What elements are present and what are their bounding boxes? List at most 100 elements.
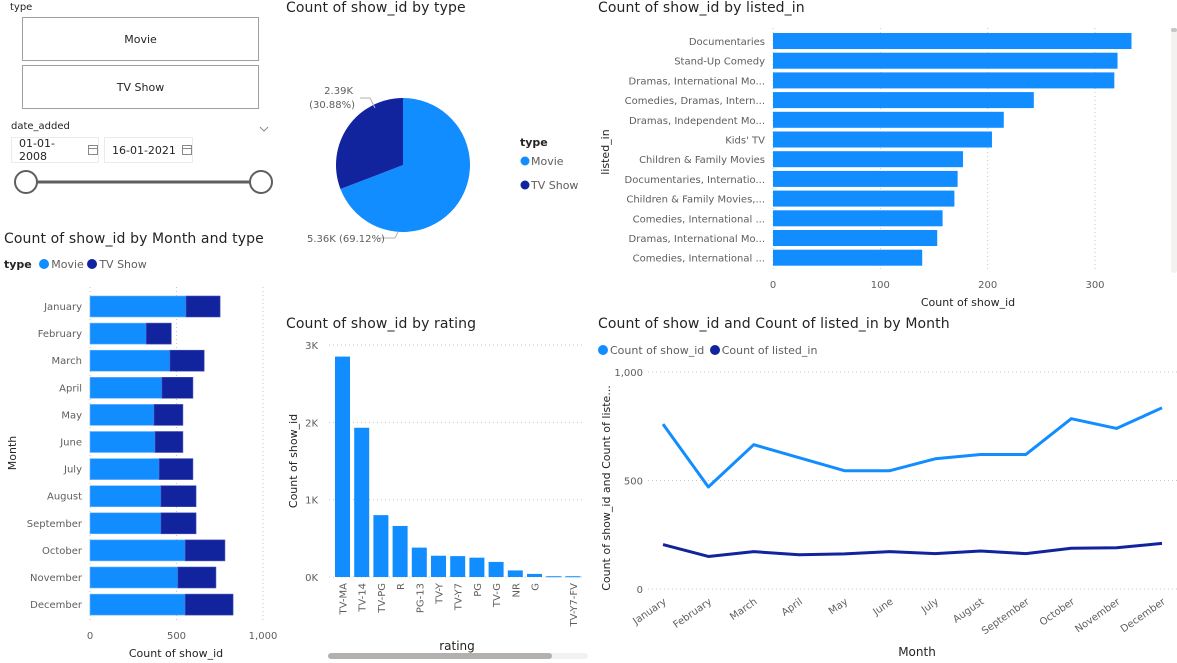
y-category-label: October <box>42 546 83 557</box>
legend-dot-icon <box>598 345 608 355</box>
bar-march-movie[interactable] <box>89 349 171 372</box>
pie-label-leader-line <box>378 231 399 239</box>
bar-april-movie[interactable] <box>89 377 163 399</box>
bar-november-tv-show[interactable] <box>177 566 217 589</box>
x-axis-title: Count of show_id <box>921 296 1015 309</box>
bar-february-tv-show[interactable] <box>145 322 172 345</box>
start-date-input[interactable]: 01-01-2008 <box>11 137 99 163</box>
x-tick-label: 300 <box>1085 280 1104 291</box>
bar-tv-y[interactable] <box>431 555 446 577</box>
rating-bar-chart: 0K 1K 2K 3K TV-MA TV-14 TV-PG R PG-13 TV-Y TV-Y7 PG… <box>287 341 585 653</box>
pie-data-label-tv-show-pct: (30.88%) <box>309 100 355 111</box>
bar-april-tv-show[interactable] <box>161 377 194 399</box>
bar-august-tv-show[interactable] <box>160 485 197 507</box>
bar-september-movie[interactable] <box>89 512 162 535</box>
bar-g[interactable] <box>527 573 542 577</box>
x-tick-label: TV-14 <box>358 583 369 613</box>
y-tick-label: 0 <box>637 585 643 596</box>
calendar-icon[interactable] <box>88 145 98 155</box>
x-tick-label: R <box>396 583 407 590</box>
bar-tv-g[interactable] <box>488 561 504 577</box>
pie-slice-movie[interactable] <box>340 98 470 233</box>
bar-january-tv-show[interactable] <box>185 295 221 318</box>
bar-tv-ma[interactable] <box>335 356 350 577</box>
x-axis-title: Month <box>898 645 936 659</box>
bar-dramas-international-mo[interactable] <box>773 230 938 246</box>
bar-blank[interactable] <box>546 576 562 578</box>
bar-r[interactable] <box>392 525 408 577</box>
bar-november-movie[interactable] <box>89 566 179 589</box>
bar-june-tv-show[interactable] <box>154 431 184 453</box>
legend-item-show-id[interactable]: Count of show_id <box>598 344 704 357</box>
bar-dramas-international-mo[interactable] <box>773 72 1115 89</box>
bar-documentaries-internatio[interactable] <box>773 170 958 187</box>
bar-december-tv-show[interactable] <box>184 593 234 616</box>
bar-october-movie[interactable] <box>89 539 186 562</box>
pie-data-label-movie: 5.36K (69.12%) <box>307 234 385 245</box>
pie-label-leader-line <box>360 97 376 109</box>
x-tick-label: September <box>980 596 1032 637</box>
line-chart-legend: Count of show_id Count of listed_in <box>598 344 817 357</box>
bar-comedies-international[interactable] <box>773 249 923 266</box>
bar-documentaries[interactable] <box>773 33 1132 49</box>
chevron-down-icon[interactable] <box>259 119 269 132</box>
bar-january-movie[interactable] <box>89 295 187 318</box>
month-type-bar-chart: 0 500 1,000 January February March April May Jun… <box>6 287 277 660</box>
bar-dramas-independent-mo[interactable] <box>773 111 1004 128</box>
bar-pg-13[interactable] <box>411 547 427 577</box>
slicer-option-tv-show[interactable]: TV Show <box>22 65 259 109</box>
month-line-chart: 0 500 1,000 January February March April May Jun… <box>600 368 1177 659</box>
bar-september-tv-show[interactable] <box>160 512 197 535</box>
y-category-label: July <box>63 465 82 476</box>
bar-children-family-movies[interactable] <box>773 151 963 168</box>
rating-scrollbar[interactable] <box>328 653 588 659</box>
y-tick-label: 0K <box>305 573 318 584</box>
pie-slice-tv-show[interactable] <box>336 98 403 190</box>
bar-pg[interactable] <box>469 557 485 577</box>
bar-tv-14[interactable] <box>354 427 370 577</box>
bar-october-tv-show[interactable] <box>184 539 226 562</box>
bar-kids-tv[interactable] <box>773 131 992 148</box>
line-chart-title: Count of show_id and Count of listed_in … <box>598 316 950 332</box>
calendar-icon[interactable] <box>181 145 192 155</box>
bar-tv-pg[interactable] <box>373 515 389 577</box>
type-slicer-label: type <box>10 2 33 13</box>
bar-tv-y7[interactable] <box>450 556 466 577</box>
bar-july-movie[interactable] <box>89 458 160 480</box>
bar-comedies-international[interactable] <box>773 210 943 227</box>
x-tick-label: July <box>919 596 941 616</box>
end-date-input[interactable]: 16-01-2021 <box>104 137 193 163</box>
bar-may-movie[interactable] <box>89 404 155 426</box>
line-series-count-of-show-id[interactable] <box>661 406 1163 489</box>
legend-label: TV Show <box>99 258 147 271</box>
x-tick-label: TV-Y7 <box>454 583 465 611</box>
bar-july-tv-show[interactable] <box>158 458 194 480</box>
x-tick-label: G <box>531 583 542 591</box>
bar-comedies-dramas-intern[interactable] <box>773 92 1034 109</box>
y-category-label: Children & Family Movies,... <box>626 195 765 206</box>
x-tick-label: April <box>780 596 805 618</box>
bar-march-tv-show[interactable] <box>169 349 205 372</box>
legend-item-listed-in[interactable]: Count of listed_in <box>709 344 817 357</box>
legend-item-movie[interactable]: Movie <box>35 258 84 271</box>
slider-end-handle[interactable] <box>249 170 273 194</box>
scrollbar-thumb[interactable] <box>1171 28 1177 32</box>
bar-december-movie[interactable] <box>89 593 186 616</box>
bar-may-tv-show[interactable] <box>153 404 184 426</box>
slicer-option-movie[interactable]: Movie <box>22 17 259 61</box>
bar-stand-up-comedy[interactable] <box>773 52 1118 69</box>
bar-nr[interactable] <box>507 570 523 577</box>
bar-children-family-movies[interactable] <box>773 190 955 207</box>
bar-february-movie[interactable] <box>89 322 147 345</box>
bar-june-movie[interactable] <box>89 431 156 453</box>
listed-in-scrollbar[interactable] <box>1171 28 1177 273</box>
date-range-slider[interactable] <box>10 168 275 196</box>
line-series-count-of-listed-in[interactable] <box>662 541 1163 558</box>
bar-tv-y7-fv[interactable] <box>565 576 581 578</box>
bar-august-movie[interactable] <box>89 485 162 507</box>
slider-start-handle[interactable] <box>14 170 38 194</box>
scrollbar-thumb[interactable] <box>328 653 552 659</box>
legend-item-tv-show[interactable]: TV Show <box>87 258 147 271</box>
y-tick-label: 1K <box>305 496 318 507</box>
slicer-option-label: TV Show <box>116 80 165 94</box>
